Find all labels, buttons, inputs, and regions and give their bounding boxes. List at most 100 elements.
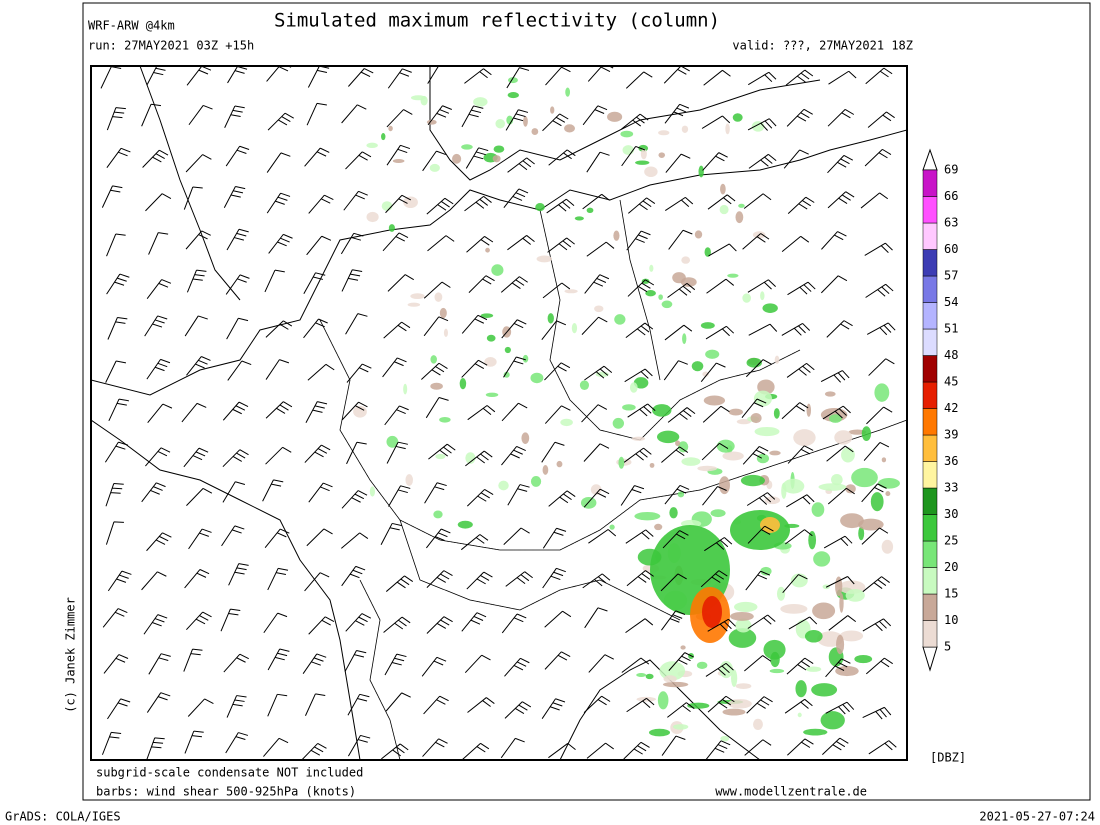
colorbar-top-triangle [922,148,938,171]
echo-cell [620,130,634,138]
echo-cell [492,155,501,163]
wind-barb [382,232,409,252]
wind-barb [746,696,773,714]
wind-barb [146,737,165,760]
echo-cell [461,144,473,150]
wind-barb [302,653,327,674]
echo-cell [536,255,553,263]
wind-barb [426,197,454,215]
wind-barb [383,321,411,339]
echo-cell [881,457,887,463]
echo-cell [820,711,845,730]
wind-barb [341,532,369,549]
wind-barb [386,109,413,128]
wind-barb [147,403,173,423]
colorbar-label: 20 [944,560,958,574]
wind-barb [143,614,168,635]
wind-barb [620,485,645,506]
wind-barb [468,275,495,293]
wind-barb [664,324,693,341]
echo-cell [457,520,473,529]
wind-barb [786,494,815,508]
wind-barb [146,358,171,380]
echo-cell [622,145,635,155]
colorbar-bottom-triangle [922,646,938,672]
echo-cell [720,183,726,195]
wind-barb [503,356,526,378]
wind-barb [864,242,893,256]
wind-barb [623,447,652,463]
wind-barb [542,567,566,589]
wind-barb [306,235,332,256]
echo-cell [658,152,666,158]
wind-barb [184,730,204,754]
wind-barb [860,192,889,209]
wind-barb [748,153,777,169]
echo-cell [762,303,778,313]
wind-barb [588,529,617,544]
wind-barb [501,445,526,466]
wind-barb [384,405,409,426]
wind-barb [500,276,528,293]
wind-barb [505,109,529,131]
wind-barb [788,616,818,630]
echo-cell [763,639,786,660]
echo-cell [659,661,686,681]
echo-cell [754,426,780,437]
wind-barb [427,105,452,126]
wind-barb [501,402,528,422]
wind-barb [227,66,248,84]
wind-barb [461,314,488,334]
wind-barb [141,103,162,127]
colorbar-box [922,487,938,515]
run-label: run: 27MAY2021 03Z +15h [88,39,254,53]
echo-cell [797,712,802,718]
wind-barb [346,441,367,465]
wind-barb [783,149,809,169]
map-frame [90,65,908,761]
echo-cell [565,87,571,97]
echo-cell [803,728,828,736]
echo-cell [727,273,739,278]
echo-cell [732,113,743,122]
echo-cell [574,216,584,221]
reflectivity-cells [353,77,900,742]
echo-cell [760,566,772,576]
wind-barb [862,706,892,720]
wind-barb [141,571,167,591]
wind-barb [787,738,814,756]
wind-barb [348,68,374,87]
wind-barb [426,570,453,588]
wind-barb [626,570,654,587]
echo-cell [681,125,689,133]
wind-barb [781,235,810,252]
echo-cell [381,133,386,141]
wind-barb [623,741,650,760]
echo-cell [480,313,494,318]
echo-cell [452,153,462,164]
wind-barb [185,154,212,173]
echo-cell [836,634,845,655]
echo-cell [645,290,656,297]
wind-barb [100,66,122,89]
echo-cell [776,586,786,601]
echo-cell [649,462,655,468]
echo-cell [485,392,499,398]
wind-barb [308,482,333,503]
echo-cell [877,478,900,489]
wind-barb [865,67,893,85]
wind-barb [544,610,572,628]
wind-barb [706,278,735,294]
wind-barb [461,359,488,378]
echo-cell [629,382,638,393]
wind-barb [747,525,774,544]
echo-cell [750,412,762,424]
echo-cell [731,669,738,687]
wind-barb [708,243,737,257]
wind-barb [827,108,855,127]
wind-barb [861,527,889,545]
echo-cell [769,450,781,456]
echo-cell [681,457,701,466]
echo-cell [710,509,726,518]
wind-barb [827,154,854,174]
